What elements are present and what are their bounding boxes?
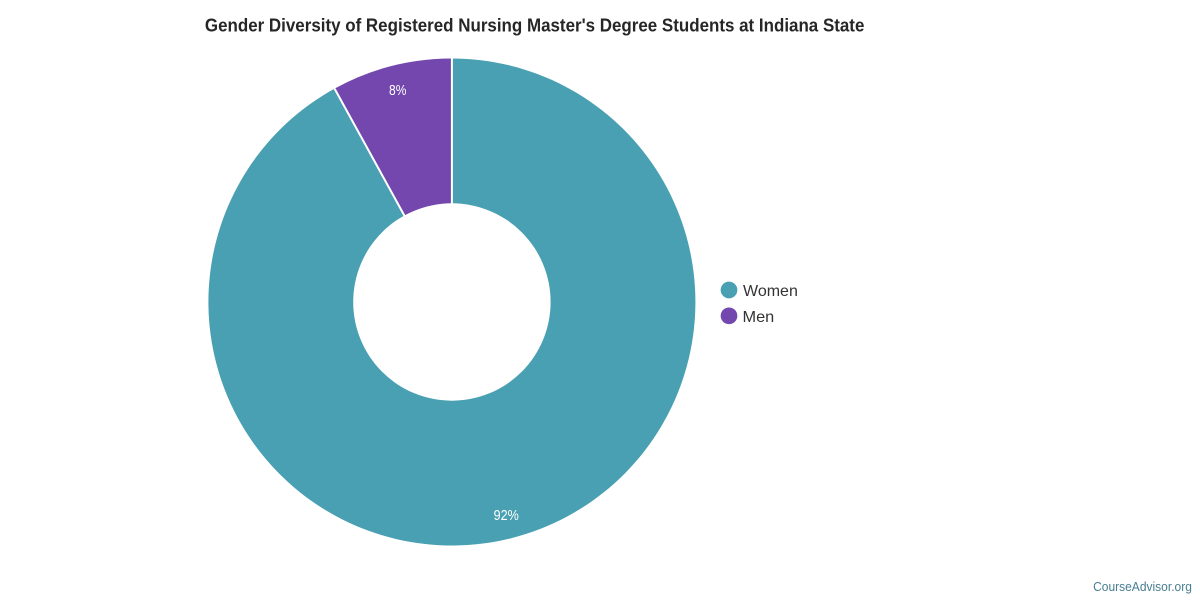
svg-text:Men: Men	[743, 309, 775, 326]
svg-text:92%: 92%	[494, 507, 519, 524]
svg-text:CourseAdvisor.org: CourseAdvisor.org	[1093, 579, 1192, 594]
svg-text:8%: 8%	[389, 82, 406, 99]
svg-text:Women: Women	[743, 283, 798, 300]
svg-text:Gender Diversity of Registered: Gender Diversity of Registered Nursing M…	[205, 15, 865, 35]
